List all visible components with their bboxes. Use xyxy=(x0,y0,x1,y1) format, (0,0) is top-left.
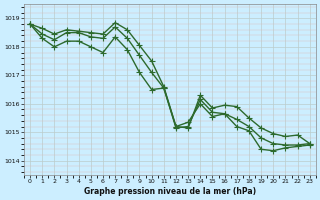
X-axis label: Graphe pression niveau de la mer (hPa): Graphe pression niveau de la mer (hPa) xyxy=(84,187,256,196)
